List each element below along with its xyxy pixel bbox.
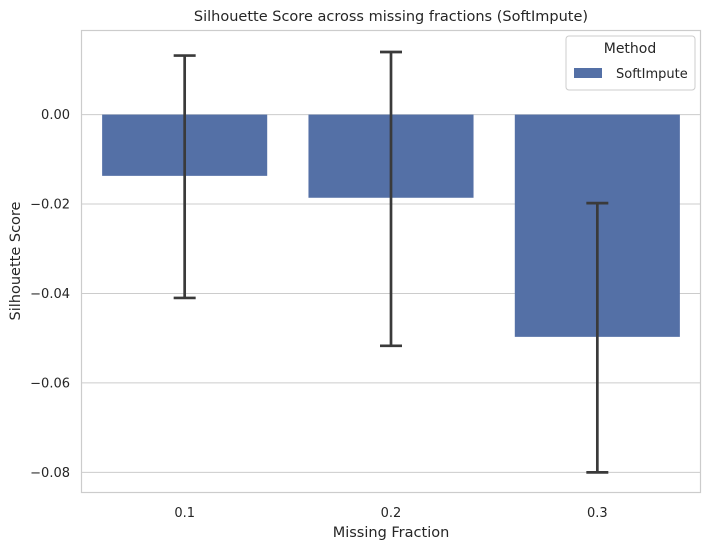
y-tick-label-2: −0.04 [30,287,70,302]
chart-title: Silhouette Score across missing fraction… [194,9,588,25]
y-tick-label-4: −0.08 [30,466,70,481]
x-tick-labels: 0.1 0.2 0.3 [174,506,607,521]
x-tick-label-0.1: 0.1 [174,506,195,521]
x-tick-label-0.3: 0.3 [587,506,608,521]
legend: Method SoftImpute [565,35,696,91]
y-tick-label-0: 0.00 [41,108,70,123]
y-tick-label-1: −0.02 [30,198,70,213]
plot-frame [80,29,702,494]
y-tick-labels: 0.00 −0.02 −0.04 −0.06 −0.08 [30,108,70,481]
legend-swatch [574,68,602,78]
legend-label-softimpute: SoftImpute [616,67,688,82]
legend-title: Method [604,41,657,57]
y-axis-label: Silhouette Score [8,201,24,320]
error-bars [173,50,609,474]
x-tick-label-0.2: 0.2 [381,506,402,521]
x-axis-label: Missing Fraction [333,525,450,541]
y-tick-label-3: −0.06 [30,376,70,391]
